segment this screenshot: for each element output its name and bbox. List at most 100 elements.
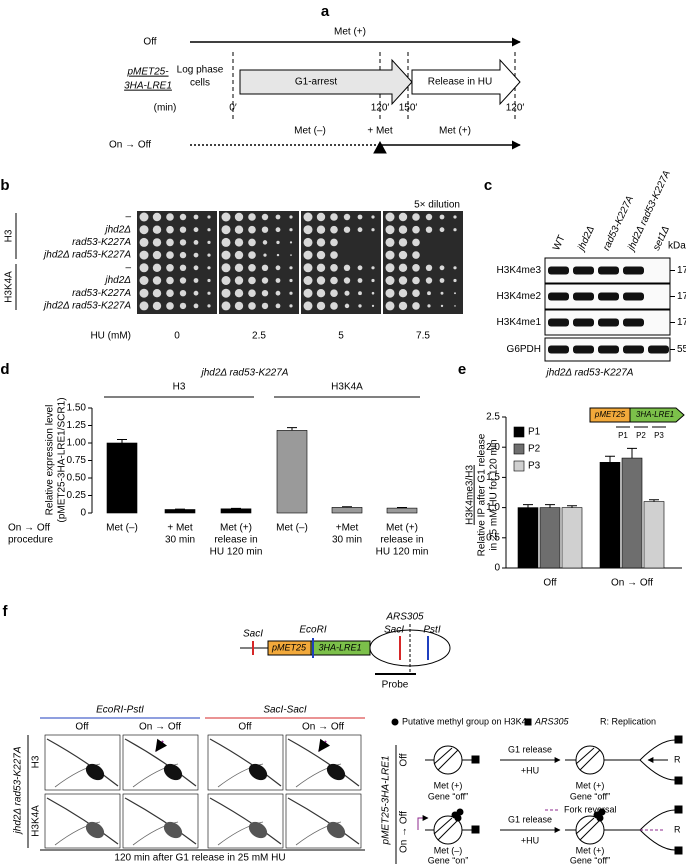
- label: H3K4me3: [497, 265, 542, 276]
- spot: [316, 250, 326, 260]
- spot: [385, 288, 395, 298]
- spot: [221, 237, 231, 247]
- label: 17: [677, 265, 686, 276]
- label: EcoRI: [299, 625, 326, 636]
- label: On → Off: [139, 722, 181, 733]
- y-tick-label: 0.25: [67, 490, 87, 501]
- spot: [303, 263, 313, 273]
- label: Log phase: [177, 65, 224, 76]
- x-tick-label: Met (+): [386, 523, 418, 534]
- plate: [219, 211, 299, 314]
- y-tick-label: 0: [80, 508, 86, 519]
- band: [598, 266, 619, 275]
- spot: [193, 278, 199, 283]
- error-bar: [342, 506, 352, 508]
- spot: [261, 264, 269, 271]
- spot: [275, 227, 281, 233]
- x-tick-label: On → Off: [611, 578, 653, 589]
- spot: [358, 291, 362, 296]
- label: H3K4me2: [497, 291, 542, 302]
- spot: [139, 250, 149, 260]
- band: [623, 345, 644, 354]
- spot: [166, 213, 174, 221]
- label: PstI: [423, 625, 440, 636]
- error-bar: [649, 499, 659, 502]
- x-tick-label: HU 120 min: [210, 547, 263, 558]
- label: +HU: [521, 765, 539, 775]
- spot: [385, 237, 395, 247]
- spot: [385, 212, 395, 222]
- label: ARS305: [534, 716, 570, 726]
- y-tick-label: 1.00: [67, 438, 87, 449]
- label: H3: [4, 229, 15, 242]
- x-tick-label: + Met: [167, 523, 193, 534]
- spot: [248, 289, 256, 298]
- spot: [371, 278, 375, 283]
- bar: [561, 507, 583, 569]
- spot: [343, 277, 351, 284]
- spot: [248, 251, 256, 259]
- band: [623, 292, 644, 301]
- spot: [425, 226, 433, 233]
- label: On → Off: [399, 811, 410, 853]
- spot: [193, 227, 199, 233]
- spot: [425, 264, 433, 271]
- spot: [412, 276, 420, 285]
- bar: [643, 501, 665, 569]
- spot: [276, 240, 280, 245]
- spot: [358, 304, 362, 308]
- gel-spot: [326, 763, 346, 781]
- spot: [290, 254, 292, 256]
- plate: [383, 211, 463, 314]
- label: Gene “off”: [570, 855, 610, 864]
- spot: [193, 252, 199, 258]
- error-bar: [397, 507, 407, 509]
- spot: [330, 225, 338, 234]
- error-bar: [567, 505, 577, 508]
- panel-label: d: [0, 361, 9, 378]
- band: [598, 318, 619, 327]
- label: G1 release: [508, 814, 552, 824]
- label: H3K4A: [31, 805, 42, 837]
- bar: [386, 507, 418, 514]
- spot: [371, 304, 375, 308]
- gel-signal: [287, 738, 360, 787]
- label: pMET25-3HA-LRE1: [381, 756, 392, 846]
- y-axis-label: in 25 mM HU for 120 min: [489, 439, 500, 550]
- spot: [412, 238, 420, 247]
- x-tick-label: Met (+): [220, 523, 252, 534]
- spot: [303, 288, 313, 298]
- label: SacI: [243, 629, 263, 640]
- label: rad53-K227A: [72, 237, 131, 248]
- panel-label: b: [0, 177, 9, 194]
- gel-spot: [326, 821, 346, 839]
- error-bar: [287, 427, 297, 431]
- spot: [193, 290, 199, 296]
- spot: [262, 240, 268, 245]
- label: R: [674, 754, 681, 764]
- error-bar: [545, 504, 555, 508]
- panel-label: e: [458, 361, 466, 378]
- spot: [412, 251, 420, 259]
- spot: [398, 289, 408, 298]
- spot: [289, 291, 293, 295]
- digest-label: SacI-SacI: [263, 705, 307, 716]
- legend-label: P2: [528, 444, 541, 455]
- spot: [261, 226, 269, 233]
- spot: [193, 214, 199, 220]
- error-bar: [117, 439, 127, 443]
- spot: [193, 240, 199, 245]
- legend-swatch: [513, 443, 525, 455]
- spot: [303, 225, 313, 235]
- gel-spot: [163, 821, 183, 839]
- label: G1 release: [508, 744, 552, 754]
- spot: [275, 278, 281, 283]
- spot: [207, 215, 211, 219]
- spot: [139, 263, 149, 273]
- spot: [248, 264, 256, 272]
- spot: [453, 278, 457, 283]
- gel: [207, 793, 284, 849]
- label: 5: [338, 331, 344, 342]
- gel-signal: [54, 763, 101, 788]
- spot: [234, 238, 244, 247]
